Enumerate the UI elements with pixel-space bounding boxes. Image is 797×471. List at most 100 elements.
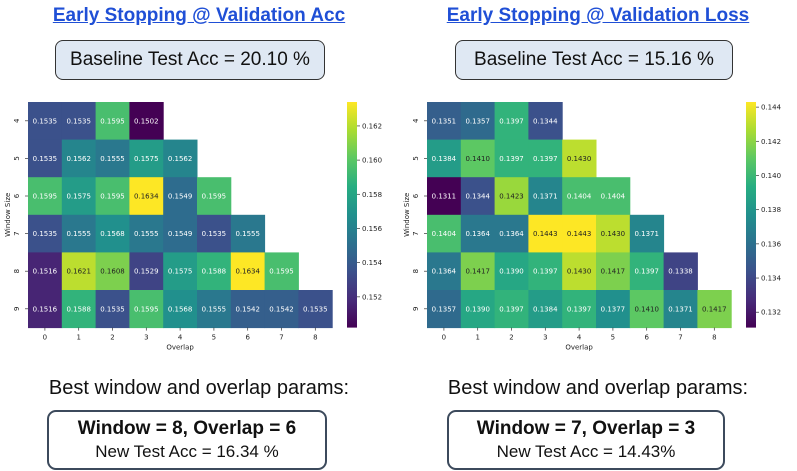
heatmap-cell [28, 252, 63, 291]
heatmap-cell [163, 139, 198, 178]
heatmap-cell [596, 177, 631, 216]
heatmap-cell [163, 290, 198, 329]
new-test-accuracy: New Test Acc = 16.34 % [95, 442, 279, 461]
cell-value-label: 0.1575 [168, 268, 193, 276]
cell-value-label: 0.1555 [202, 305, 227, 313]
cell-value-label: 0.1397 [533, 155, 558, 163]
x-tick-label: 1 [475, 334, 479, 342]
heatmap-cell [129, 102, 164, 141]
baseline-accuracy-box: Baseline Test Acc = 20.10 % [55, 40, 325, 80]
heatmap-cell [197, 214, 232, 253]
cell-value-label: 0.1417 [601, 268, 626, 276]
heatmap-cell [197, 290, 232, 329]
heatmap-cell [28, 139, 63, 178]
new-test-accuracy: New Test Acc = 14.43% [496, 442, 676, 461]
cell-value-label: 0.1357 [432, 305, 457, 313]
heatmap-cell [494, 177, 529, 216]
cell-value-label: 0.1621 [66, 268, 91, 276]
cell-value-label: 0.1575 [66, 193, 91, 201]
best-params-value: Window = 7, Overlap = 3 [476, 418, 696, 439]
cell-value-label: 0.1595 [269, 268, 294, 276]
y-tick-label: 5 [412, 156, 420, 160]
x-axis-label: Overlap [565, 344, 593, 352]
cell-value-label: 0.1404 [601, 193, 626, 201]
heatmap-cell [129, 139, 164, 178]
cell-value-label: 0.1430 [601, 230, 626, 238]
x-tick-label: 0 [442, 334, 446, 342]
panel-heading: Early Stopping @ Validation Acc [52, 5, 346, 26]
heatmap-cell [95, 252, 130, 291]
heatmap-cell [61, 290, 97, 329]
cell-value-label: 0.1397 [634, 268, 659, 276]
cell-value-label: 0.1595 [33, 193, 58, 201]
heatmap-cell [528, 102, 563, 141]
cell-value-label: 0.1410 [465, 155, 490, 163]
cell-value-label: 0.1588 [66, 305, 91, 313]
cell-value-label: 0.1364 [499, 230, 524, 238]
x-tick-label: 3 [543, 334, 547, 342]
heatmap-cell [298, 290, 333, 329]
y-axis-label: Window Size [403, 193, 411, 237]
x-tick-label: 3 [144, 334, 148, 342]
cell-value-label: 0.1516 [33, 305, 58, 313]
cell-value-label: 0.1443 [567, 230, 592, 238]
heatmap-cell [61, 177, 97, 216]
heatmap-cell [596, 252, 631, 291]
cell-value-label: 0.1535 [100, 305, 125, 313]
colorbar-tick-label: 0.142 [761, 138, 781, 146]
cell-value-label: 0.1404 [567, 193, 592, 201]
heatmap-cell [61, 139, 97, 178]
heatmap-cell [460, 139, 496, 178]
heatmap-cell [163, 177, 198, 216]
heatmap-cell [427, 252, 462, 291]
x-tick-label: 6 [644, 334, 649, 342]
colorbar-tick-label: 0.154 [362, 259, 383, 267]
heatmap-cell [460, 290, 496, 329]
cell-value-label: 0.1410 [634, 305, 659, 313]
cell-value-label: 0.1535 [66, 117, 91, 125]
heatmap-cell [230, 290, 266, 329]
result-box: Window = 7, Overlap = 3 New Test Acc = 1… [447, 410, 725, 470]
heatmap-cell [562, 139, 597, 178]
right-panel: Early Stopping @ Validation Loss Baselin… [399, 0, 797, 471]
heatmap-cell [494, 214, 529, 253]
cell-value-label: 0.1377 [601, 305, 626, 313]
heatmap-cell [629, 290, 665, 329]
heatmap-cell [28, 177, 63, 216]
x-tick-label: 6 [245, 334, 250, 342]
cell-value-label: 0.1397 [499, 305, 524, 313]
cell-value-label: 0.1397 [567, 305, 592, 313]
cell-value-label: 0.1404 [432, 230, 457, 238]
cell-value-label: 0.1397 [499, 155, 524, 163]
heatmap-cell [95, 214, 130, 253]
cell-value-label: 0.1430 [567, 155, 592, 163]
cell-value-label: 0.1562 [66, 155, 91, 163]
heatmap-cell [163, 252, 198, 291]
cell-value-label: 0.1634 [235, 268, 260, 276]
cell-value-label: 0.1430 [567, 268, 592, 276]
cell-value-label: 0.1535 [33, 117, 58, 125]
cell-value-label: 0.1535 [303, 305, 328, 313]
heatmap-cell [528, 214, 563, 253]
colorbar-tick-label: 0.162 [362, 122, 382, 130]
heatmap-cell [528, 139, 563, 178]
heatmap-cell [129, 214, 164, 253]
y-tick-label: 9 [412, 307, 420, 311]
heatmap-cell [264, 290, 299, 329]
heatmap-cell [230, 214, 266, 253]
heatmap-cell [663, 290, 698, 329]
heatmap-cell [528, 290, 563, 329]
cell-value-label: 0.1364 [465, 230, 490, 238]
cell-value-label: 0.1417 [702, 305, 727, 313]
x-tick-label: 5 [611, 334, 615, 342]
cell-value-label: 0.1371 [668, 305, 693, 313]
cell-value-label: 0.1351 [432, 117, 457, 125]
cell-value-label: 0.1595 [100, 193, 125, 201]
cell-value-label: 0.1357 [465, 117, 490, 125]
colorbar-tick-label: 0.144 [761, 104, 782, 112]
cell-value-label: 0.1535 [202, 230, 227, 238]
cell-value-label: 0.1595 [134, 305, 159, 313]
left-panel: Early Stopping @ Validation Acc Baseline… [0, 0, 398, 471]
